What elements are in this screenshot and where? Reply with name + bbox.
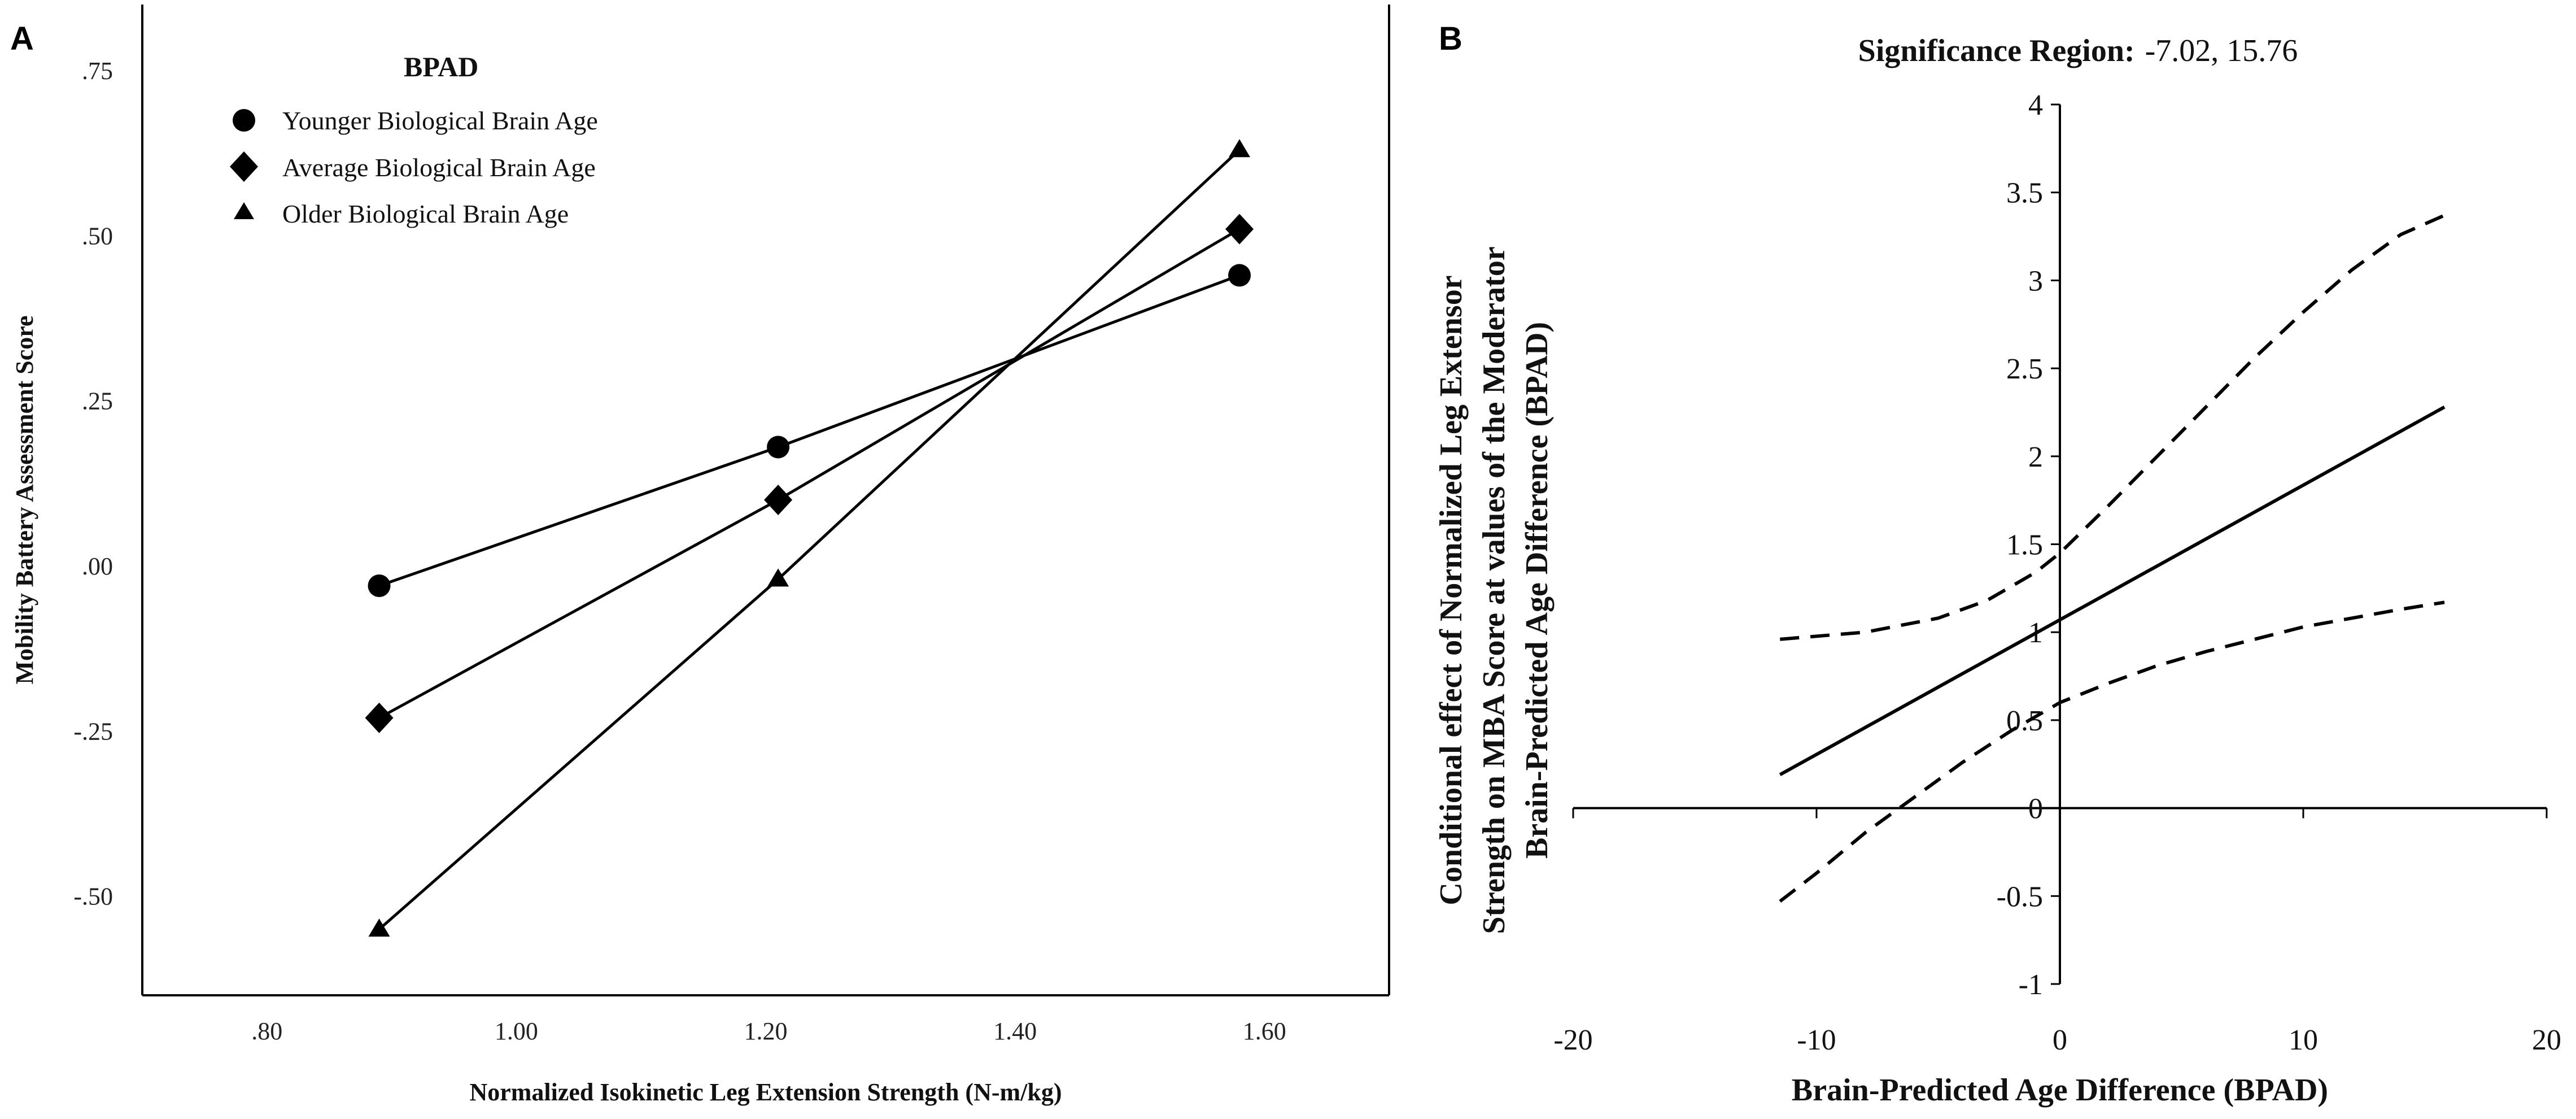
panel-a-x-tick-label: .80 (251, 1017, 282, 1045)
legend-label-average: Average Biological Brain Age (282, 153, 596, 182)
panel-a-y-tick-label: -.50 (73, 883, 113, 911)
panel-a-point-younger (767, 436, 790, 459)
legend-circle-marker (233, 109, 255, 132)
significance-region-title: Significance Region: -7.02, 15.76 (1858, 33, 2298, 68)
legend-triangle-marker (234, 202, 254, 219)
panel-b-confidence-band-line (1779, 600, 2445, 903)
panel-a-letter: A (10, 20, 34, 57)
panel-b-x-tick-label: 20 (2532, 1024, 2561, 1056)
panel-b-y-axis-label-line-3: Brain-Predicted Age Difference (BPAD) (1520, 322, 1555, 859)
panel-a-y-tick-label: .50 (82, 222, 113, 250)
panel-b-x-tick-label: 0 (2053, 1024, 2067, 1056)
panel-a-point-average (365, 702, 394, 733)
panel-b-letter: B (1439, 20, 1462, 57)
legend-diamond-marker (230, 151, 258, 182)
panel-b-y-tick-label: 3 (2028, 265, 2043, 297)
panel-b-y-axis-label-line-1: Conditional effect of Normalized Leg Ext… (1434, 275, 1469, 905)
panel-b-y-tick-label: 4 (2028, 89, 2043, 121)
legend-label-older: Older Biological Brain Age (282, 199, 569, 228)
panel-b-x-tick-label: -20 (1553, 1024, 1592, 1056)
panel-b-y-tick-label: -0.5 (1997, 881, 2043, 913)
significance-region-value: -7.02, 15.76 (2145, 33, 2298, 68)
panel-b-x-tick-label: -10 (1797, 1024, 1836, 1056)
panel-b-y-tick-label: 1.5 (2006, 529, 2043, 561)
panel-b-axes (1572, 103, 2548, 985)
panel-b-y-axis-label-line-2: Strength on MBA Score at values of the M… (1477, 246, 1512, 934)
panel-a: A .75 .50 .25 .00 -.25 -.50 .80 1.00 1.20 1.40 1.… (10, 5, 1390, 1106)
panel-a-x-tick-labels: .80 1.00 1.20 1.40 1.60 (251, 1017, 1286, 1045)
panel-b-series (1779, 214, 2446, 903)
panel-a-x-tick-label: 1.40 (993, 1017, 1037, 1045)
panel-a-point-average (764, 485, 793, 515)
legend-label-younger: Younger Biological Brain Age (282, 106, 598, 135)
panel-a-point-older (1229, 139, 1251, 158)
panel-a-y-tick-label: -.25 (73, 717, 113, 745)
panel-a-y-tick-label: .75 (82, 57, 113, 85)
panel-a-x-axis-label: Normalized Isokinetic Leg Extension Stre… (469, 1078, 1062, 1106)
panel-a-point-average (1225, 214, 1254, 245)
panel-b-y-axis-label: Conditional effect of Normalized Leg Ext… (1434, 246, 1555, 934)
panel-a-y-tick-labels: .75 .50 .25 .00 -.25 -.50 (73, 57, 113, 911)
panel-b-y-tick-label: 2 (2028, 441, 2043, 473)
panel-a-point-younger (1228, 264, 1251, 287)
panel-b: B Significance Region: -7.02, 15.76 4 3.5… (1434, 20, 2561, 1108)
panel-a-y-tick-label: .25 (82, 387, 113, 415)
panel-a-x-tick-label: 1.20 (744, 1017, 788, 1045)
panel-a-x-tick-label: 1.60 (1243, 1017, 1286, 1045)
panel-a-y-axis-label: Mobility Battery Assessment Score (11, 316, 38, 685)
panel-b-y-tick-label: 0 (2028, 793, 2043, 825)
panel-b-y-tick-label: 2.5 (2006, 353, 2043, 385)
panel-a-point-older (368, 918, 390, 937)
panel-a-x-tick-label: 1.00 (495, 1017, 538, 1045)
panel-b-y-tick-label: -1 (2019, 969, 2043, 1001)
panel-a-y-tick-label: .00 (82, 552, 113, 580)
panel-b-conditional-effect-line (1779, 405, 2446, 777)
panel-a-point-younger (368, 574, 391, 598)
panel-b-x-axis-label: Brain-Predicted Age Difference (BPAD) (1792, 1073, 2328, 1108)
panel-b-x-tick-label: 10 (2289, 1024, 2318, 1056)
significance-region-label: Significance Region: (1858, 33, 2135, 68)
panel-a-point-older (767, 568, 789, 587)
panel-b-x-tick-labels: -20 -10 0 10 20 (1553, 1024, 2561, 1056)
panel-b-confidence-band-line (1780, 214, 2446, 641)
panel-b-y-tick-label: 3.5 (2006, 177, 2043, 210)
panel-a-legend: BPAD Younger Biological Brain Age Averag… (230, 51, 598, 228)
panel-a-series (365, 139, 1254, 937)
legend-title: BPAD (404, 51, 478, 82)
